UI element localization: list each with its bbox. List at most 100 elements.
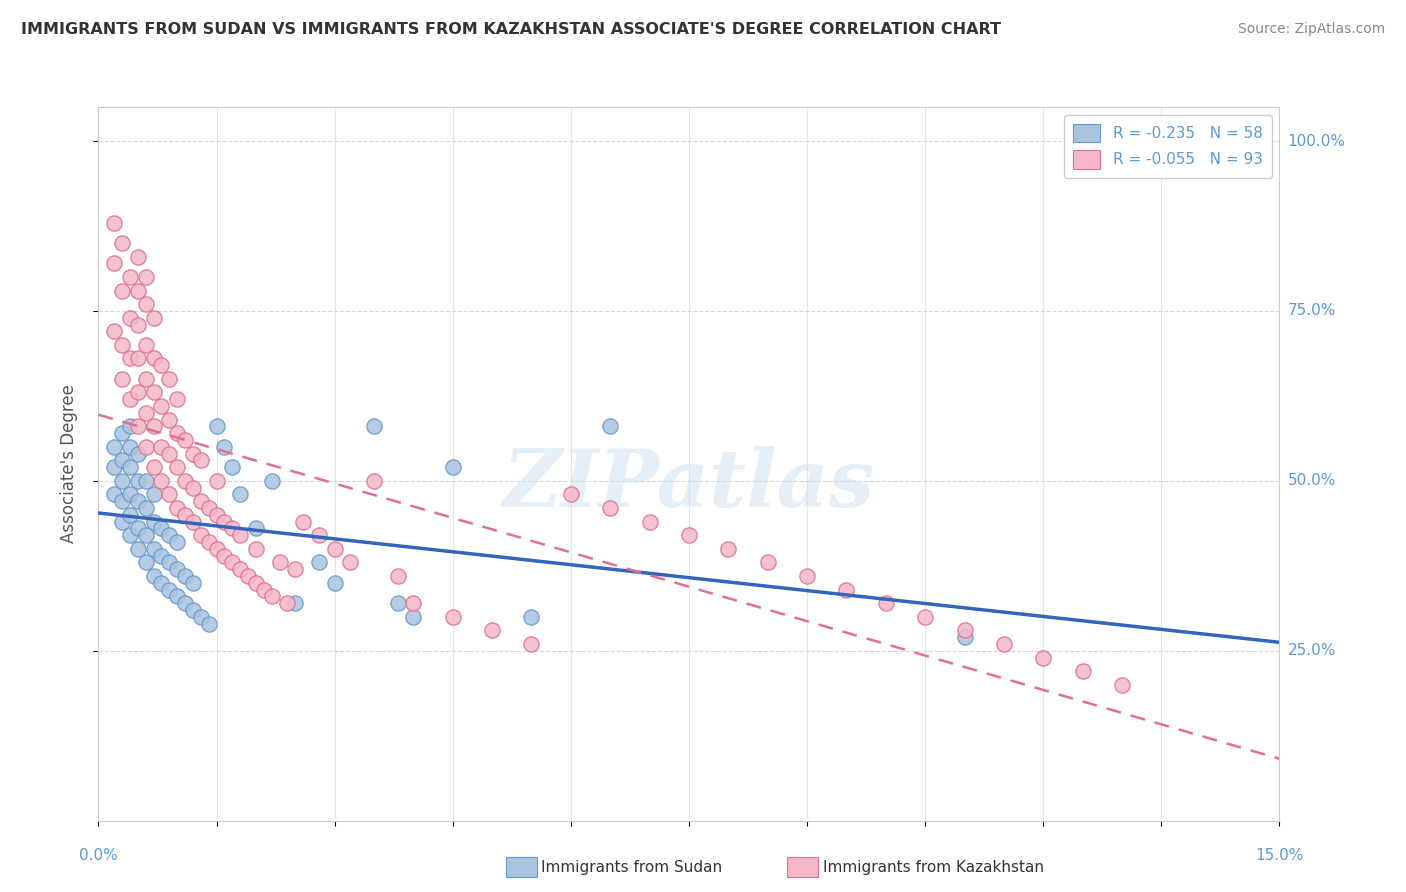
Point	[142, 487, 165, 501]
Point	[166, 562, 188, 576]
Point	[1032, 650, 1054, 665]
Point	[205, 508, 228, 522]
Point	[166, 535, 188, 549]
Text: 50.0%: 50.0%	[1288, 474, 1336, 488]
Point	[118, 528, 141, 542]
Point	[118, 508, 141, 522]
Point	[142, 310, 165, 325]
Point	[174, 569, 197, 583]
Point	[229, 562, 252, 576]
Point	[150, 359, 173, 373]
Point	[323, 541, 346, 556]
Point	[221, 460, 243, 475]
Y-axis label: Associate's Degree: Associate's Degree	[59, 384, 77, 543]
Text: 75.0%: 75.0%	[1288, 303, 1336, 318]
Point	[796, 569, 818, 583]
Point	[118, 269, 141, 284]
Point	[284, 562, 307, 576]
Point	[284, 596, 307, 610]
Point	[118, 460, 141, 475]
Point	[236, 569, 259, 583]
Point	[111, 284, 134, 298]
Point	[245, 575, 267, 590]
Point	[135, 528, 157, 542]
Point	[157, 412, 180, 426]
Point	[520, 609, 543, 624]
Point	[181, 481, 204, 495]
Point	[221, 555, 243, 569]
Point	[269, 555, 291, 569]
Point	[166, 392, 188, 407]
Point	[835, 582, 858, 597]
Point	[118, 310, 141, 325]
Point	[245, 521, 267, 535]
Point	[441, 460, 464, 475]
Point	[127, 494, 149, 508]
Point	[150, 521, 173, 535]
Point	[118, 487, 141, 501]
Point	[229, 528, 252, 542]
Point	[157, 528, 180, 542]
Point	[174, 474, 197, 488]
Point	[993, 637, 1015, 651]
Point	[166, 501, 188, 516]
Point	[111, 235, 134, 250]
Point	[260, 474, 283, 488]
Point	[481, 624, 503, 638]
Point	[520, 637, 543, 651]
Point	[127, 521, 149, 535]
Point	[174, 596, 197, 610]
Point	[363, 419, 385, 434]
Point	[221, 521, 243, 535]
Point	[118, 392, 141, 407]
Point	[142, 419, 165, 434]
Point	[135, 338, 157, 352]
Point	[103, 460, 125, 475]
Point	[214, 515, 236, 529]
Point	[190, 453, 212, 467]
Point	[229, 487, 252, 501]
Point	[599, 419, 621, 434]
Point	[205, 474, 228, 488]
Point	[142, 541, 165, 556]
Point	[135, 406, 157, 420]
Point	[339, 555, 361, 569]
Point	[276, 596, 298, 610]
Point	[560, 487, 582, 501]
Point	[174, 508, 197, 522]
Point	[103, 440, 125, 454]
Point	[166, 426, 188, 441]
Point	[111, 494, 134, 508]
Point	[174, 433, 197, 447]
Point	[142, 515, 165, 529]
Point	[111, 453, 134, 467]
Point	[441, 609, 464, 624]
Point	[103, 324, 125, 338]
Point	[135, 269, 157, 284]
Point	[118, 419, 141, 434]
Point	[181, 603, 204, 617]
Text: 100.0%: 100.0%	[1288, 134, 1346, 149]
Point	[166, 460, 188, 475]
Point	[717, 541, 740, 556]
Point	[953, 630, 976, 644]
Point	[127, 541, 149, 556]
Point	[190, 609, 212, 624]
Point	[150, 549, 173, 563]
Point	[292, 515, 315, 529]
Point	[245, 541, 267, 556]
Point	[135, 501, 157, 516]
Point	[127, 318, 149, 332]
Point	[142, 569, 165, 583]
Point	[197, 616, 219, 631]
Point	[127, 250, 149, 264]
Point	[323, 575, 346, 590]
Point	[308, 528, 330, 542]
Point	[111, 372, 134, 386]
Point	[197, 535, 219, 549]
Point	[205, 419, 228, 434]
Text: 0.0%: 0.0%	[79, 848, 118, 863]
Point	[157, 555, 180, 569]
Point	[142, 385, 165, 400]
Point	[150, 575, 173, 590]
